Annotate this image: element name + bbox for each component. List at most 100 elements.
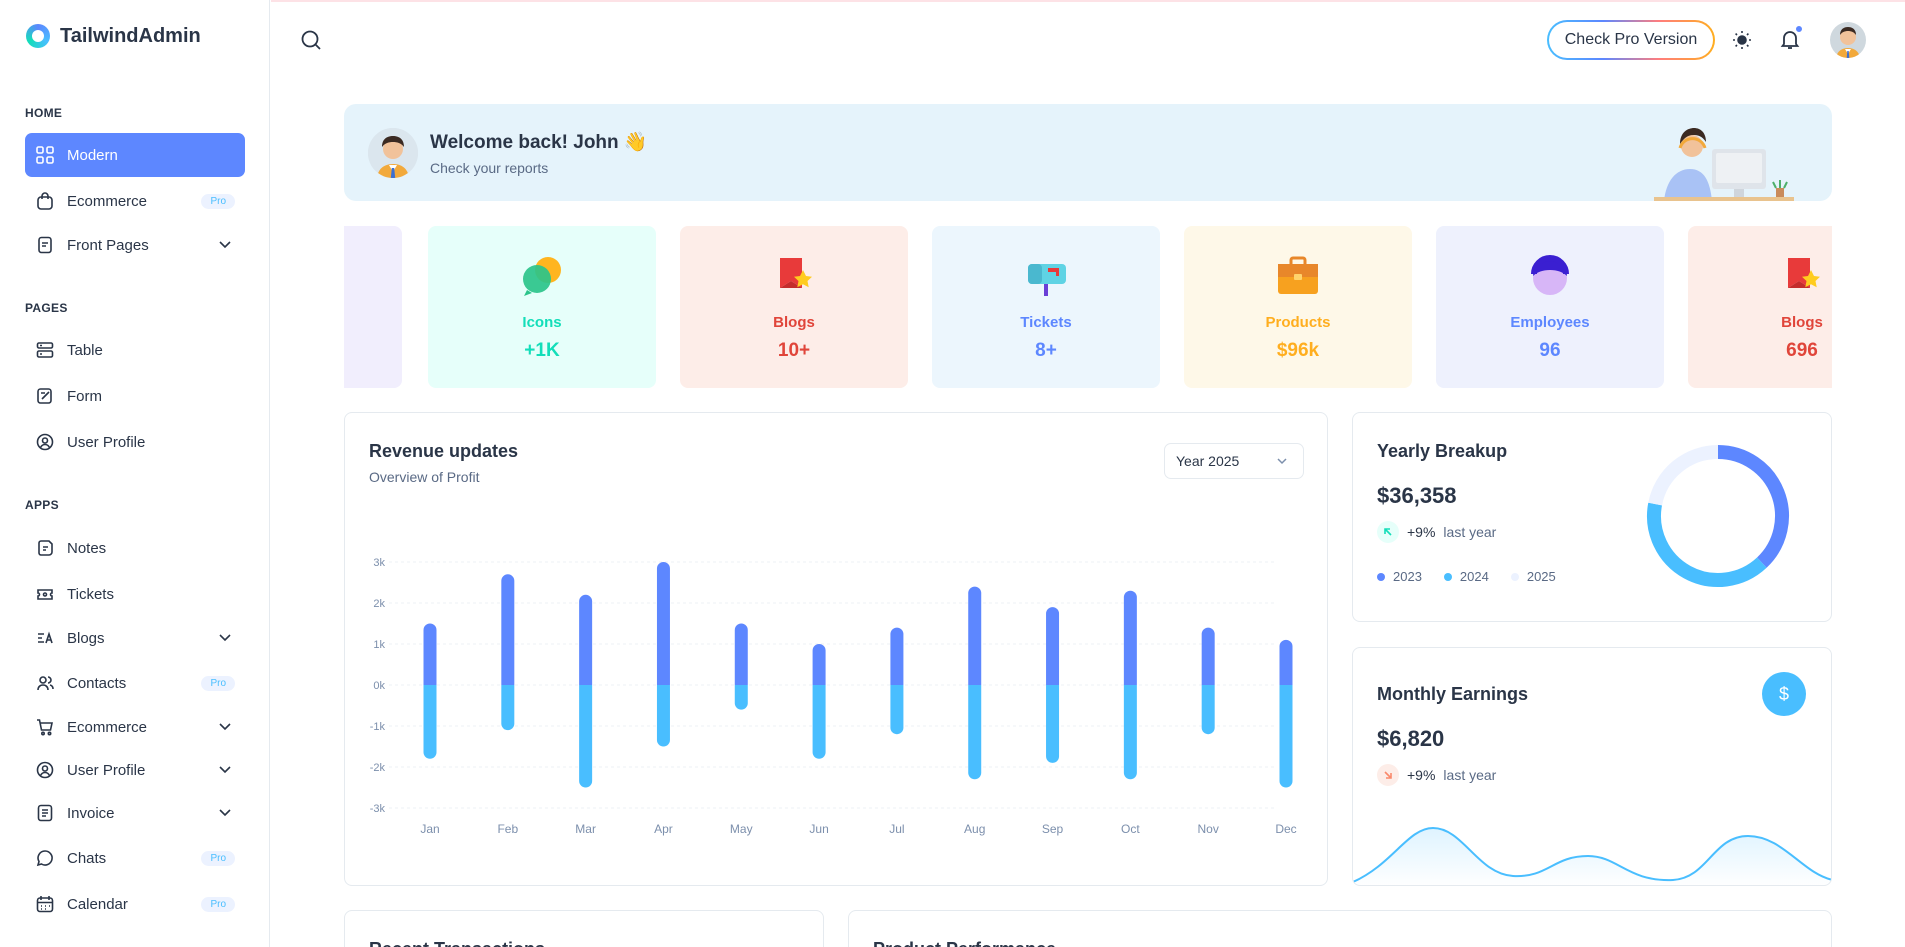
blog-star-icon xyxy=(1778,252,1826,300)
chevron-down-icon xyxy=(1275,454,1289,468)
bar-positive xyxy=(890,627,904,685)
blog-icon xyxy=(35,628,55,648)
stat-value: 8+ xyxy=(1035,340,1057,361)
year-select[interactable]: Year 2025 xyxy=(1164,443,1304,479)
y-tick-label: 2k xyxy=(373,598,385,610)
stat-card-partial[interactable] xyxy=(344,226,402,388)
topbar: Check Pro Version xyxy=(271,0,1905,76)
stat-value: +1K xyxy=(524,340,560,361)
sidebar-item-label: Calendar xyxy=(67,895,128,913)
check-pro-version-button[interactable]: Check Pro Version xyxy=(1547,20,1715,60)
stat-card-blogs-2[interactable]: Blogs 696 xyxy=(1688,226,1832,388)
grid-icon xyxy=(35,145,55,165)
x-tick-label: Feb xyxy=(497,822,518,836)
stat-label: Blogs xyxy=(773,314,815,331)
stat-card-tickets[interactable]: Tickets 8+ xyxy=(932,226,1160,388)
invoice-icon xyxy=(35,803,55,823)
legend-item-2025: 2025 xyxy=(1510,569,1556,584)
yearly-legend: 2023 2024 2025 xyxy=(1377,569,1578,584)
sidebar-item-notes[interactable]: Notes xyxy=(25,526,245,570)
bar-positive xyxy=(423,623,437,685)
sidebar-item-user-profile-app[interactable]: User Profile xyxy=(25,748,245,792)
user-avatar[interactable] xyxy=(1830,22,1866,58)
mailbox-icon xyxy=(1022,252,1070,300)
sidebar-item-table[interactable]: Table xyxy=(25,328,245,372)
sidebar-item-contacts[interactable]: Contacts Pro xyxy=(25,661,245,705)
bar-positive xyxy=(656,562,670,685)
monthly-earnings-card: Monthly Earnings $ $6,820 +9% last year xyxy=(1352,647,1832,886)
sidebar-item-chats[interactable]: Chats Pro xyxy=(25,836,245,880)
year-select-value: Year 2025 xyxy=(1176,453,1240,469)
legend-label: 2025 xyxy=(1526,569,1556,584)
sidebar-item-user-profile[interactable]: User Profile xyxy=(25,420,245,464)
search-icon[interactable] xyxy=(299,28,323,52)
legend-dot xyxy=(1443,572,1452,581)
x-tick-label: Apr xyxy=(654,822,673,836)
monthly-earnings-title: Monthly Earnings xyxy=(1377,684,1529,704)
bar-positive xyxy=(1046,607,1060,685)
sidebar-item-label: Ecommerce xyxy=(67,192,148,210)
bar-negative xyxy=(1123,685,1137,780)
stat-label: Icons xyxy=(522,314,562,331)
chat-icon xyxy=(35,848,55,868)
file-icon xyxy=(35,235,55,255)
sidebar-item-label: Modern xyxy=(67,146,118,164)
chevron-down-icon xyxy=(217,237,233,253)
stat-card-blogs[interactable]: Blogs 10+ xyxy=(680,226,908,388)
yearly-breakup-donut xyxy=(1647,445,1789,587)
legend-item-2024: 2024 xyxy=(1443,569,1489,584)
sidebar-item-calendar[interactable]: Calendar Pro xyxy=(25,882,245,926)
y-tick-label: -2k xyxy=(370,762,386,774)
sidebar-item-form[interactable]: Form xyxy=(25,374,245,418)
bar-positive xyxy=(1279,639,1293,685)
blog-star-icon xyxy=(770,252,818,300)
bar-positive xyxy=(1123,590,1137,685)
bar-negative xyxy=(1279,685,1293,788)
sidebar-item-invoice[interactable]: Invoice xyxy=(25,791,245,835)
theme-toggle-sun-icon[interactable] xyxy=(1731,29,1753,51)
sidebar-item-label: Blogs xyxy=(67,629,105,647)
pro-badge: Pro xyxy=(201,896,235,912)
nav-caption-pages: PAGES xyxy=(25,301,68,315)
stat-label: Tickets xyxy=(1020,314,1072,331)
chevron-down-icon xyxy=(217,630,233,646)
welcome-avatar xyxy=(368,128,418,178)
sidebar-item-label: Contacts xyxy=(67,674,127,692)
sidebar-item-front-pages[interactable]: Front Pages xyxy=(25,223,245,267)
notification-bell-icon[interactable] xyxy=(1778,25,1803,51)
brand[interactable]: TailwindAdmin xyxy=(26,24,201,48)
stat-card-icons[interactable]: Icons +1K xyxy=(428,226,656,388)
stat-card-products[interactable]: Products $96k xyxy=(1184,226,1412,388)
y-tick-label: -3k xyxy=(370,803,386,815)
revenue-updates-card: Revenue updates Overview of Profit Year … xyxy=(344,412,1328,886)
revenue-subtitle: Overview of Profit xyxy=(369,469,480,485)
monthly-trend-note: last year xyxy=(1443,767,1497,783)
user-circle-icon xyxy=(35,760,55,780)
shopping-bag-icon xyxy=(35,191,55,211)
welcome-subtitle: Check your reports xyxy=(430,160,549,176)
bar-negative xyxy=(968,685,982,780)
legend-dot xyxy=(1510,572,1519,581)
product-performance-title: Product Performance xyxy=(873,939,1056,947)
stat-label: Employees xyxy=(1510,314,1590,331)
yearly-trend-note: last year xyxy=(1443,524,1497,540)
legend-item-2023: 2023 xyxy=(1377,569,1422,584)
sidebar-item-modern[interactable]: Modern xyxy=(25,133,245,177)
sidebar-item-label: Front Pages xyxy=(67,236,149,254)
pro-badge: Pro xyxy=(201,193,235,209)
dollar-icon[interactable]: $ xyxy=(1762,672,1806,716)
sidebar-item-ecommerce-app[interactable]: Ecommerce xyxy=(25,705,245,749)
y-tick-label: 3k xyxy=(373,557,385,569)
chevron-down-icon xyxy=(217,719,233,735)
stat-value: 696 xyxy=(1786,340,1818,361)
revenue-chart: 3k 2k 1k 0k -1k -2k -3k Jan Feb Mar Apr May Jun Jul Au… xyxy=(370,557,1297,836)
sidebar-item-tickets[interactable]: Tickets xyxy=(25,572,245,616)
bar-negative xyxy=(501,685,515,731)
stat-card-employees[interactable]: Employees 96 xyxy=(1436,226,1664,388)
stat-value: 96 xyxy=(1539,340,1561,361)
table-icon xyxy=(35,340,55,360)
sidebar-item-blogs[interactable]: Blogs xyxy=(25,616,245,660)
sidebar-item-label: Table xyxy=(67,341,103,359)
yearly-trend: +9% last year xyxy=(1377,521,1496,543)
sidebar-item-ecommerce[interactable]: Ecommerce Pro xyxy=(25,179,245,223)
